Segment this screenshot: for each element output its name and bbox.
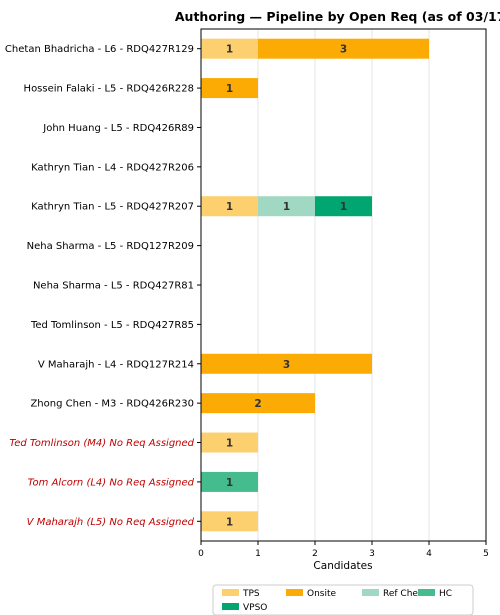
y-tick-label: Ted Tomlinson - L5 - RDQ427R85	[30, 320, 194, 331]
bar-value-label: 1	[226, 201, 233, 213]
legend-label: Onsite	[307, 589, 337, 599]
legend-swatch	[418, 589, 435, 596]
bar-segment	[201, 471, 258, 492]
x-tick-label: 3	[369, 549, 375, 559]
bar-segment	[201, 511, 258, 532]
y-tick-label: Neha Sharma - L5 - RDQ127R209	[27, 241, 194, 252]
y-tick-label: Kathryn Tian - L5 - RDQ427R207	[31, 202, 194, 213]
y-tick-label: Tom Alcorn (L4) No Req Assigned	[28, 477, 195, 488]
bar-value-label: 3	[283, 359, 290, 371]
chart-title: Authoring — Pipeline by Open Req (as of …	[175, 9, 500, 24]
bar-segment	[258, 38, 429, 59]
bar-value-label: 1	[226, 438, 233, 450]
legend-swatch	[222, 589, 239, 596]
bar-value-label: 1	[226, 83, 233, 95]
plot-frame	[200, 28, 487, 542]
x-tick-label: 0	[198, 549, 204, 559]
bar-value-label: 2	[254, 398, 261, 410]
bar-segment	[201, 38, 258, 59]
x-tick-label: 2	[312, 549, 318, 559]
legend-label: VPSO	[243, 603, 267, 613]
legend-label: HC	[439, 589, 452, 599]
axis-layer: 0 1 2 3 4 5 Chetan Bhadricha - L6 - RDQ427R129…	[5, 28, 489, 559]
bar-value-label: 3	[340, 44, 347, 56]
y-tick-label: John Huang - L5 - RDQ426R89	[42, 123, 194, 134]
bar-segment	[201, 353, 372, 374]
x-tick-label: 5	[483, 549, 489, 559]
legend-label: TPS	[242, 589, 260, 599]
bar-value-label: 1	[226, 477, 233, 489]
x-axis-label: Candidates	[313, 560, 372, 572]
bar-segment	[315, 196, 372, 217]
y-tick-label: Hossein Falaki - L5 - RDQ426R228	[24, 84, 194, 95]
legend-swatch	[222, 603, 239, 610]
y-tick-label: Zhong Chen - M3 - RDQ426R230	[30, 399, 194, 410]
legend-swatch	[362, 589, 379, 596]
y-tick-label: Kathryn Tian - L4 - RDQ427R206	[31, 162, 194, 173]
legend-box	[212, 584, 474, 615]
bar-value-label: 1	[226, 44, 233, 56]
bar-segment	[201, 78, 258, 99]
bar-value-label: 1	[283, 201, 290, 213]
bar-segment	[258, 196, 315, 217]
bar-segment	[201, 393, 315, 414]
legend-swatch	[286, 589, 303, 596]
y-tick-label: Neha Sharma - L5 - RDQ427R81	[33, 281, 194, 292]
grid-layer	[257, 29, 430, 541]
legend-label: Ref Check	[383, 589, 429, 599]
x-tick-label: 4	[426, 549, 432, 559]
y-tick-label: Ted Tomlinson (M4) No Req Assigned	[9, 438, 194, 449]
y-tick-label: V Maharajh (L5) No Req Assigned	[27, 517, 195, 528]
bar-value-label: 1	[226, 516, 233, 528]
y-tick-label: V Maharajh - L4 - RDQ127R214	[38, 359, 194, 370]
bar-layer: 1 3 1 1 1 1 3 2 1 1 1	[201, 38, 429, 532]
y-tick-label: Chetan Bhadricha - L6 - RDQ427R129	[5, 44, 194, 55]
x-tick-label: 1	[255, 549, 261, 559]
legend: TPS Onsite Ref Check HC VPSO	[212, 584, 474, 615]
bar-segment	[201, 432, 258, 453]
bar-value-label: 1	[340, 201, 347, 213]
bar-segment	[201, 196, 258, 217]
